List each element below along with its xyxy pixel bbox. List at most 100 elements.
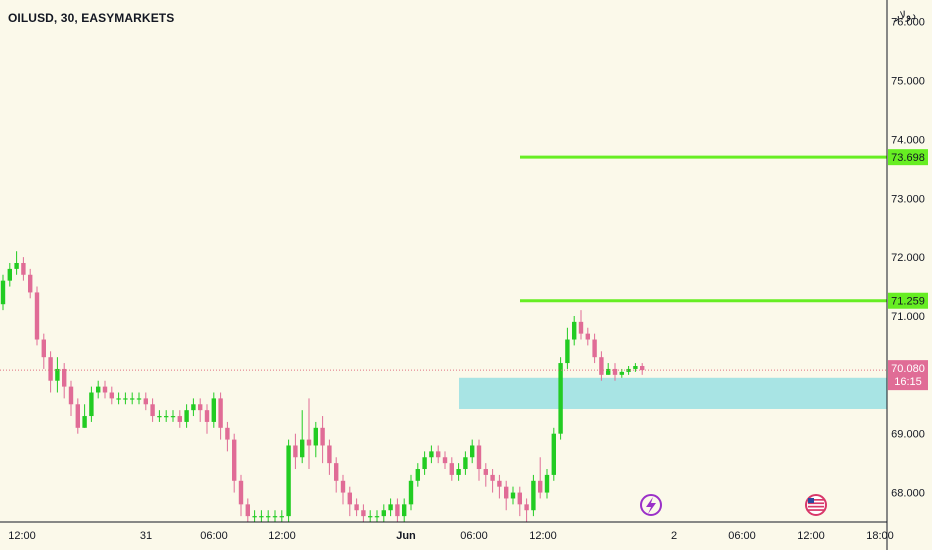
lightning-icon[interactable] bbox=[640, 494, 662, 516]
candle[interactable] bbox=[198, 398, 203, 422]
candle[interactable] bbox=[490, 469, 495, 493]
candle[interactable] bbox=[48, 351, 53, 393]
candle[interactable] bbox=[449, 457, 454, 481]
candle[interactable] bbox=[21, 257, 26, 281]
candle[interactable] bbox=[232, 433, 237, 493]
candle[interactable] bbox=[381, 504, 386, 522]
candle[interactable] bbox=[354, 498, 359, 517]
candle[interactable] bbox=[483, 463, 488, 487]
candle[interactable] bbox=[170, 410, 176, 422]
candle[interactable] bbox=[184, 404, 189, 428]
candle[interactable] bbox=[75, 398, 80, 434]
candle[interactable] bbox=[55, 357, 60, 393]
candle[interactable] bbox=[578, 310, 584, 340]
candle[interactable] bbox=[626, 366, 631, 375]
candle[interactable] bbox=[558, 357, 563, 440]
candle[interactable] bbox=[544, 469, 550, 499]
candle[interactable] bbox=[204, 404, 210, 434]
candle[interactable] bbox=[374, 510, 380, 522]
candle[interactable] bbox=[62, 363, 67, 399]
candle[interactable] bbox=[0, 274, 6, 311]
candle[interactable] bbox=[7, 263, 12, 287]
candle[interactable] bbox=[177, 410, 182, 428]
candle[interactable] bbox=[551, 427, 556, 481]
candle[interactable] bbox=[612, 363, 618, 381]
candle[interactable] bbox=[640, 363, 645, 375]
candle[interactable] bbox=[136, 392, 142, 405]
candle[interactable] bbox=[225, 421, 230, 452]
candle[interactable] bbox=[14, 251, 19, 275]
candle[interactable] bbox=[259, 510, 264, 522]
candle[interactable] bbox=[313, 421, 318, 458]
candle[interactable] bbox=[463, 451, 468, 475]
candle[interactable] bbox=[497, 474, 502, 499]
candle[interactable] bbox=[504, 480, 509, 511]
candle[interactable] bbox=[191, 398, 196, 417]
candle[interactable] bbox=[28, 268, 33, 299]
candle[interactable] bbox=[286, 439, 291, 522]
candle[interactable] bbox=[599, 351, 604, 381]
candle[interactable] bbox=[34, 286, 40, 346]
candle[interactable] bbox=[510, 486, 516, 505]
candle[interactable] bbox=[109, 386, 114, 405]
candle[interactable] bbox=[334, 457, 339, 493]
candle[interactable] bbox=[402, 498, 407, 522]
candle[interactable] bbox=[436, 445, 441, 464]
candle[interactable] bbox=[68, 380, 74, 417]
candle[interactable] bbox=[340, 474, 346, 505]
candle[interactable] bbox=[150, 398, 155, 422]
candle[interactable] bbox=[395, 498, 400, 522]
candle[interactable] bbox=[266, 510, 271, 522]
candle[interactable] bbox=[388, 498, 393, 517]
candle[interactable] bbox=[293, 433, 298, 470]
candle[interactable] bbox=[245, 498, 250, 522]
candle[interactable] bbox=[96, 380, 101, 399]
candle[interactable] bbox=[517, 486, 522, 517]
candle[interactable] bbox=[320, 416, 325, 464]
candle[interactable] bbox=[422, 451, 427, 475]
candle[interactable] bbox=[606, 363, 611, 375]
candle[interactable] bbox=[592, 333, 597, 364]
candle[interactable] bbox=[306, 398, 312, 470]
candle[interactable] bbox=[442, 451, 448, 470]
candle[interactable] bbox=[476, 439, 482, 481]
candle[interactable] bbox=[572, 315, 577, 346]
candle[interactable] bbox=[327, 439, 332, 475]
us-flag-icon[interactable] bbox=[805, 494, 827, 516]
candle[interactable] bbox=[585, 327, 590, 346]
candle[interactable] bbox=[565, 327, 570, 369]
candle[interactable] bbox=[238, 474, 244, 517]
candle[interactable] bbox=[415, 463, 420, 487]
candle[interactable] bbox=[456, 463, 461, 481]
candle[interactable] bbox=[157, 410, 162, 422]
candle[interactable] bbox=[470, 439, 475, 464]
candle[interactable] bbox=[361, 504, 366, 522]
candle[interactable] bbox=[429, 445, 434, 464]
candle[interactable] bbox=[633, 363, 638, 372]
candle[interactable] bbox=[102, 380, 108, 399]
demand-zone[interactable] bbox=[459, 377, 887, 409]
candle[interactable] bbox=[300, 410, 305, 464]
candle[interactable] bbox=[252, 510, 257, 522]
candle[interactable] bbox=[531, 474, 536, 517]
time-axis[interactable]: 12:00 31 06:00 12:00 Jun 06:00 12:00 2 06:00 12:0… bbox=[8, 530, 894, 542]
candle[interactable] bbox=[143, 392, 148, 411]
candle[interactable] bbox=[89, 386, 94, 422]
candle[interactable] bbox=[524, 498, 529, 522]
candle[interactable] bbox=[41, 333, 46, 369]
candle[interactable] bbox=[211, 392, 216, 428]
candle[interactable] bbox=[82, 404, 87, 428]
candle[interactable] bbox=[368, 510, 373, 522]
candle[interactable] bbox=[116, 392, 121, 405]
candle[interactable] bbox=[272, 510, 278, 522]
candle[interactable] bbox=[130, 392, 135, 405]
candle[interactable] bbox=[279, 510, 284, 522]
candle[interactable] bbox=[123, 392, 128, 405]
candle[interactable] bbox=[408, 474, 414, 511]
candle[interactable] bbox=[218, 392, 223, 440]
candle[interactable] bbox=[164, 410, 169, 422]
candle[interactable] bbox=[347, 486, 352, 517]
candle[interactable] bbox=[538, 457, 543, 499]
